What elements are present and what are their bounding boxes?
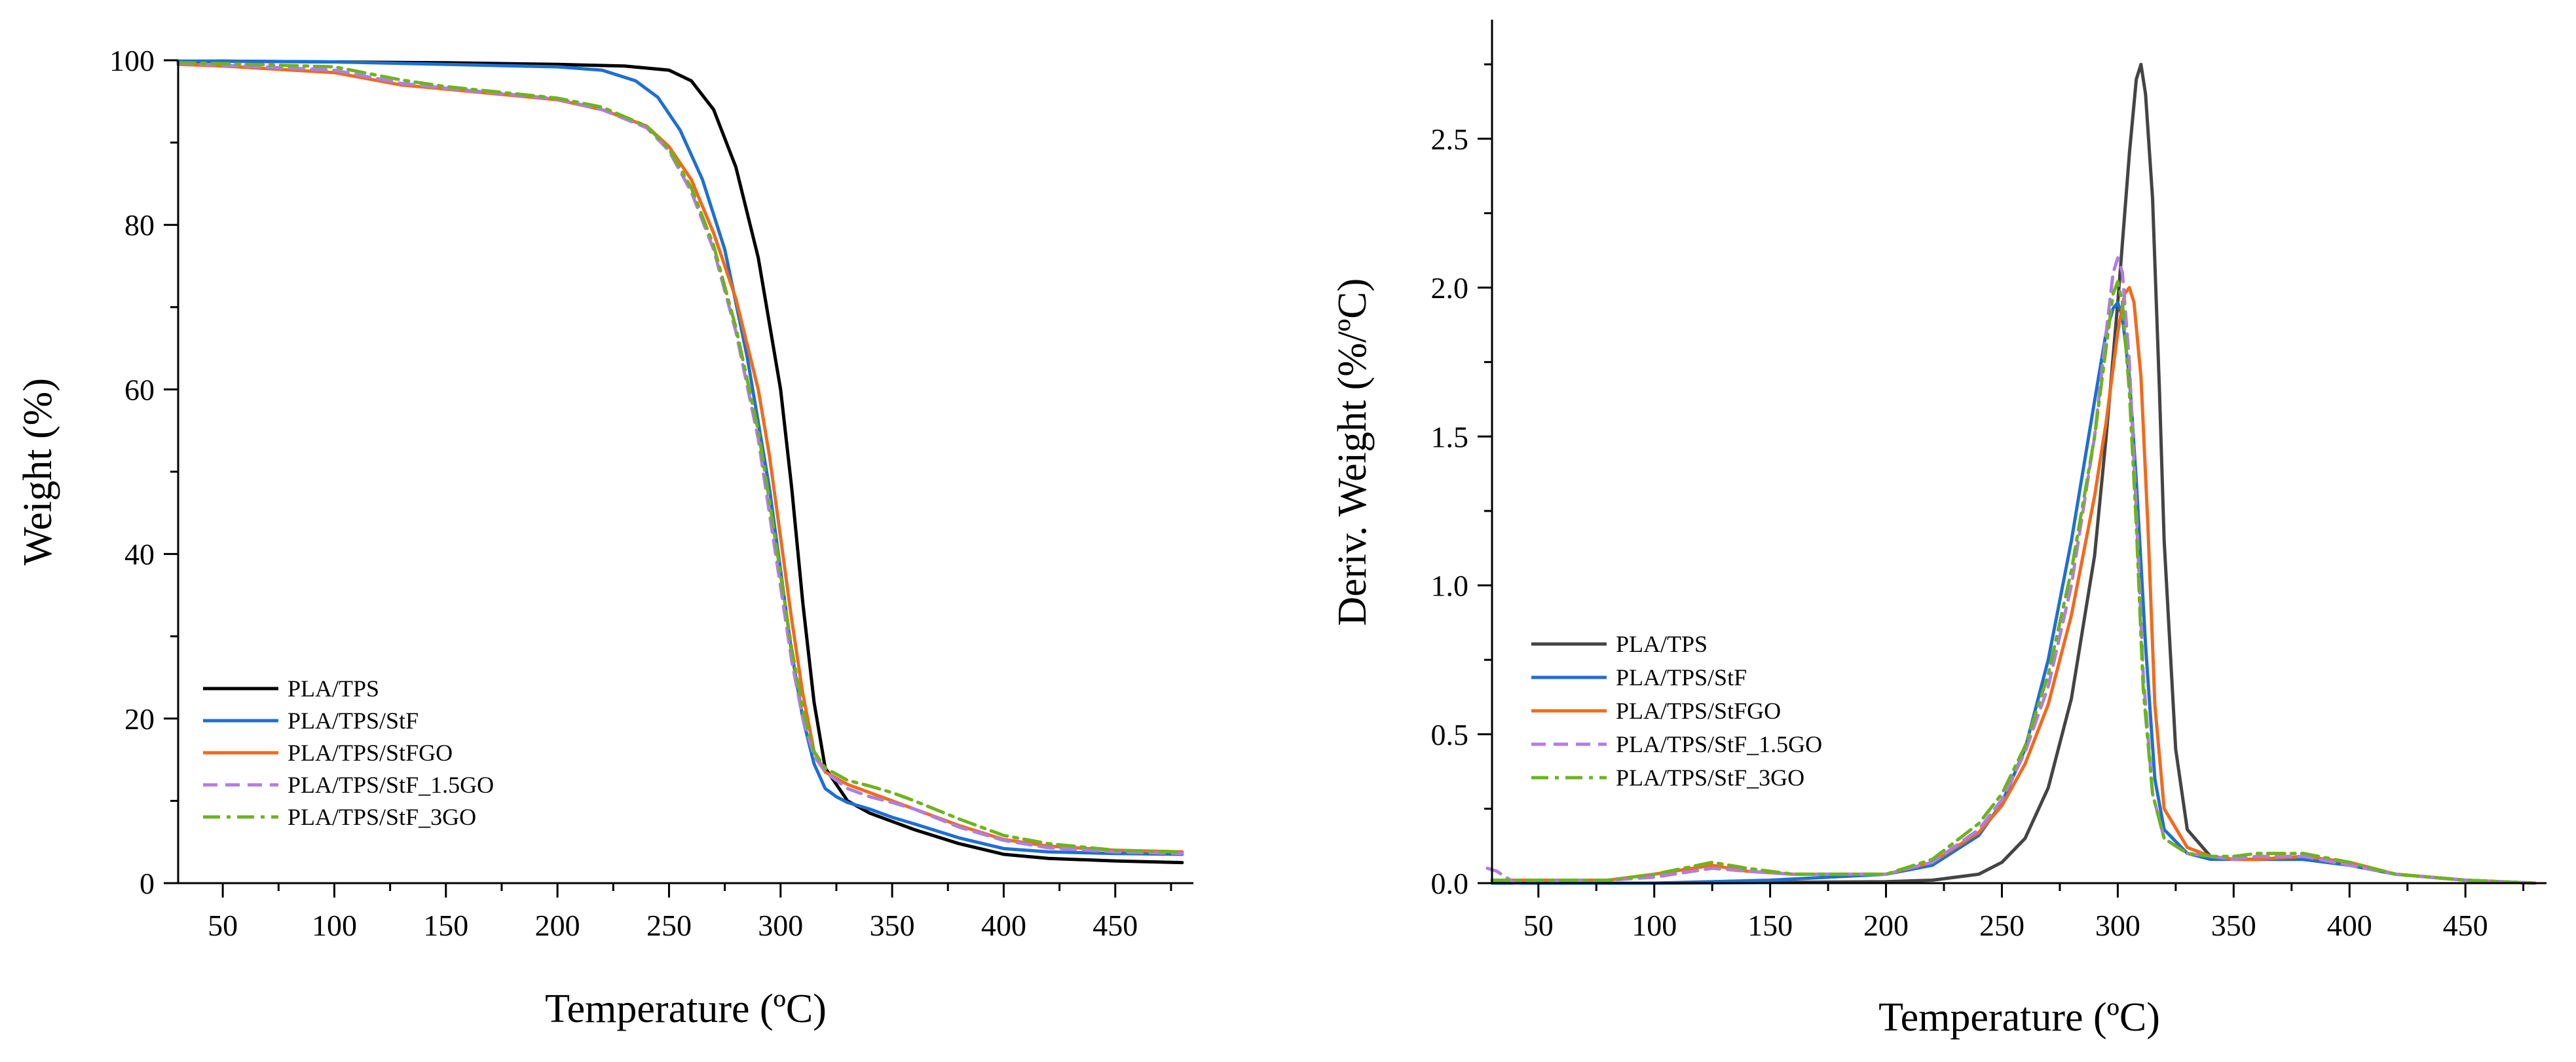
tga-y-tick-label-2: 40 — [124, 538, 155, 571]
dtg-derivative-chart: 50 100 150 200 250 300 350 400 450 0.0 0.5 1.0 1.5 2.… — [1330, 20, 2547, 1040]
dtg-legend-label-1: PLA/TPS/StF — [1616, 664, 1747, 691]
dtg-x-tick-label-0: 50 — [1523, 909, 1554, 942]
tga-series-line-3 — [176, 62, 1184, 856]
tga-y-tick-label-5: 100 — [109, 44, 155, 77]
tga-x-tick-label-7: 400 — [981, 909, 1026, 942]
tga-x-tick-label-3: 200 — [535, 909, 580, 942]
dtg-x-axis-title: Temperature (ºC) — [1878, 995, 2160, 1040]
dtg-y-tick-label-0: 0.0 — [1431, 867, 1469, 900]
dtg-legend-label-0: PLA/TPS — [1616, 631, 1708, 657]
tga-legend-label-2: PLA/TPS/StFGO — [288, 740, 453, 766]
tga-legend-label-4: PLA/TPS/StF_3GO — [288, 804, 476, 830]
tga-legend: PLA/TPS PLA/TPS/StF PLA/TPS/StFGO PLA/TPS/S… — [203, 675, 494, 830]
dtg-series-line-4 — [1490, 280, 2537, 885]
tga-y-tick-label-3: 60 — [124, 373, 155, 406]
tga-x-tick-label-4: 250 — [646, 909, 692, 942]
dtg-y-axis-title: Deriv. Weight (%/ºC) — [1330, 278, 1375, 626]
dtg-series-line-3 — [1485, 256, 2537, 885]
dtg-x-tick-label-6: 350 — [2211, 909, 2256, 942]
dtg-x-tick-label-4: 250 — [1979, 909, 2025, 942]
dtg-x-tick-label-7: 400 — [2327, 909, 2372, 942]
tga-y-axis-title: Weight (%) — [16, 378, 60, 565]
dtg-x-tick-label-8: 450 — [2443, 909, 2488, 942]
tga-y-tick-label-0: 0 — [140, 867, 155, 900]
dtg-x-tick-label-5: 300 — [2095, 909, 2140, 942]
dtg-legend-label-3: PLA/TPS/StF_1.5GO — [1616, 731, 1822, 757]
dtg-x-tick-label-1: 100 — [1632, 909, 1677, 942]
tga-series-line-4 — [176, 61, 1184, 854]
tga-series-line-0 — [176, 59, 1184, 865]
dtg-ticks: 50 100 150 200 250 300 350 400 450 0.0 0.5 1.0 1.5 2.… — [1431, 63, 2525, 942]
tga-x-tick-label-1: 100 — [312, 909, 357, 942]
dtg-y-tick-label-5: 2.5 — [1431, 123, 1469, 156]
tga-weight-chart: 50 100 150 200 250 300 350 400 450 0 20 40 60 80 100 T… — [16, 44, 1193, 1031]
dtg-x-tick-label-3: 200 — [1863, 909, 1909, 942]
tga-series-layer — [176, 59, 1184, 865]
dtg-y-tick-label-2: 1.0 — [1431, 569, 1469, 603]
tga-x-tick-label-5: 300 — [758, 909, 803, 942]
dtg-y-tick-label-3: 1.5 — [1431, 420, 1469, 453]
tga-legend-label-1: PLA/TPS/StF — [288, 708, 419, 734]
dtg-legend-label-4: PLA/TPS/StF_3GO — [1616, 765, 1804, 791]
tga-ticks: 50 100 150 200 250 300 350 400 450 0 20 40 60 80 100 — [109, 44, 1172, 942]
tga-y-tick-label-4: 80 — [124, 208, 155, 242]
dtg-x-tick-label-2: 150 — [1747, 909, 1793, 942]
dtg-series-layer — [1485, 62, 2537, 885]
tga-x-tick-label-8: 450 — [1092, 909, 1138, 942]
dtg-y-tick-label-1: 0.5 — [1431, 718, 1469, 751]
tga-x-tick-label-2: 150 — [423, 909, 468, 942]
dtg-legend: PLA/TPS PLA/TPS/StF PLA/TPS/StFGO PLA/TPS/S… — [1531, 631, 1822, 791]
tga-x-tick-label-6: 350 — [870, 909, 915, 942]
tga-legend-label-3: PLA/TPS/StF_1.5GO — [288, 772, 494, 798]
tga-y-tick-label-1: 20 — [124, 702, 155, 736]
dtg-legend-label-2: PLA/TPS/StFGO — [1616, 698, 1781, 724]
tga-x-axis-title: Temperature (ºC) — [545, 987, 827, 1031]
tga-legend-label-0: PLA/TPS — [288, 675, 379, 702]
tga-x-tick-label-0: 50 — [208, 909, 238, 942]
dtg-y-tick-label-4: 2.0 — [1431, 271, 1469, 305]
